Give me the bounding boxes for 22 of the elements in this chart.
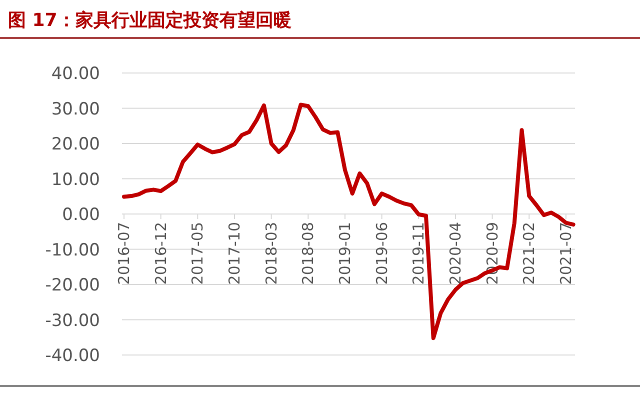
- x-tick-label: 2016-12: [152, 222, 170, 285]
- y-tick-label: -10.00: [45, 240, 100, 260]
- y-tick-label: 0.00: [62, 205, 100, 225]
- chart-title: 图 17：家具行业固定投资有望回暖: [8, 10, 292, 31]
- x-tick-label: 2019-06: [372, 222, 391, 285]
- y-tick-label: -30.00: [45, 310, 100, 331]
- x-tick-label: 2019-11: [410, 222, 428, 285]
- y-tick-label: 30.00: [51, 99, 100, 120]
- x-tick-label: 2021-02: [520, 222, 538, 285]
- x-tick-label: 2018-08: [299, 222, 318, 285]
- y-tick-label: -20.00: [45, 276, 100, 296]
- x-tick-label: 2019-01: [336, 222, 354, 285]
- y-tick-label: 10.00: [51, 170, 100, 190]
- x-tick-label: 2020-04: [446, 222, 464, 285]
- y-tick-label: 40.00: [51, 64, 100, 84]
- y-tick-label: 20.00: [51, 134, 100, 154]
- x-tick-label: 2017-05: [188, 222, 207, 285]
- x-tick-label: 2017-10: [225, 222, 244, 285]
- x-tick-label: 2021-07: [556, 222, 575, 285]
- y-tick-label: -40.00: [45, 346, 100, 366]
- x-tick-label: 2018-03: [262, 222, 280, 285]
- x-tick-label: 2016-07: [115, 222, 133, 285]
